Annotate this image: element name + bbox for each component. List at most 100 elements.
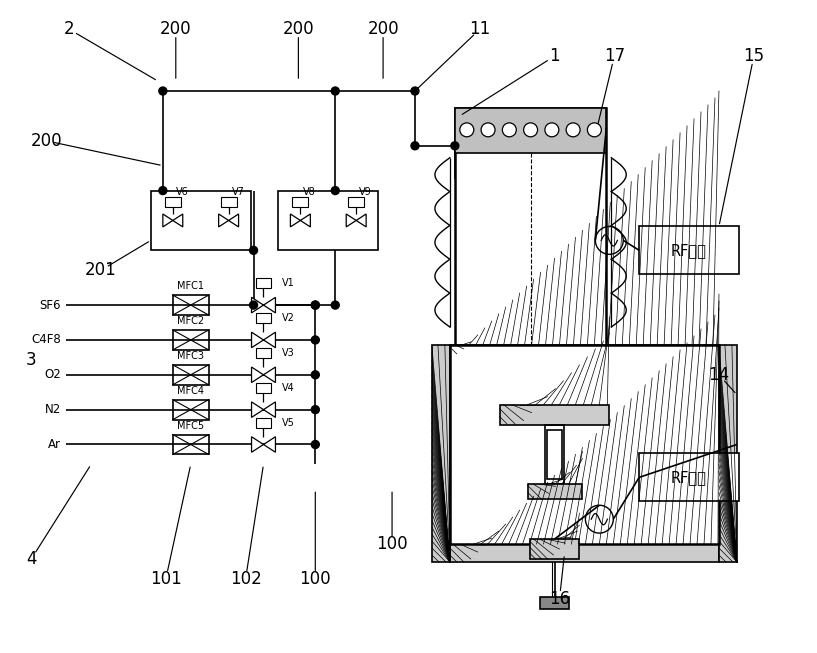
Polygon shape [173,214,183,227]
Bar [450,544,719,562]
Bar [173,400,208,420]
Bar [256,278,271,289]
Text: 101: 101 [150,570,181,588]
Text: 201: 201 [85,261,117,279]
Circle shape [311,301,319,309]
Bar [173,434,208,454]
Bar [432,345,450,562]
Bar [221,197,237,206]
Bar [256,313,271,323]
Circle shape [249,301,257,309]
Text: V9: V9 [359,187,372,197]
Text: 4: 4 [26,550,37,568]
Bar [450,345,719,354]
Text: MFC4: MFC4 [177,386,204,396]
Polygon shape [301,214,310,227]
Text: 14: 14 [708,366,730,384]
Text: 3: 3 [26,351,37,369]
Circle shape [545,123,559,137]
Text: 200: 200 [368,20,399,39]
Bar [165,197,181,206]
Polygon shape [356,214,366,227]
Text: Ar: Ar [48,438,61,451]
Text: RF电源: RF电源 [671,470,707,485]
Text: V6: V6 [176,187,189,197]
Circle shape [331,87,339,95]
Circle shape [331,187,339,195]
Polygon shape [252,402,264,417]
Text: 102: 102 [230,570,261,588]
Polygon shape [264,297,275,313]
Text: 1: 1 [549,47,560,65]
Polygon shape [264,437,275,453]
Bar [639,453,739,502]
Bar [528,485,583,500]
Text: SF6: SF6 [40,298,61,311]
Polygon shape [264,367,275,383]
Text: 11: 11 [469,20,490,39]
Text: N2: N2 [45,403,61,416]
Bar [173,330,208,350]
Text: V7: V7 [231,187,244,197]
Text: MFC1: MFC1 [177,281,204,291]
Polygon shape [252,332,264,347]
Text: V4: V4 [281,383,294,392]
Polygon shape [252,437,264,453]
Circle shape [311,406,319,413]
Text: V8: V8 [303,187,316,197]
Bar [455,108,606,347]
Text: 200: 200 [160,20,192,39]
Circle shape [411,87,419,95]
Polygon shape [219,214,229,227]
Text: 100: 100 [377,535,408,553]
Text: 200: 200 [283,20,315,39]
Text: 200: 200 [30,132,62,150]
Bar [500,405,609,424]
Polygon shape [252,367,264,383]
Text: 100: 100 [300,570,331,588]
Circle shape [311,441,319,449]
Circle shape [411,142,419,150]
Circle shape [502,123,516,137]
Bar [432,345,450,562]
Text: MFC5: MFC5 [177,421,204,430]
Circle shape [481,123,495,137]
Polygon shape [229,214,239,227]
Text: RF电源: RF电源 [671,243,707,258]
Bar [292,197,308,206]
Text: V5: V5 [281,417,294,428]
Text: V3: V3 [281,348,294,358]
Bar [529,539,579,559]
Circle shape [331,301,339,309]
Circle shape [158,187,167,195]
Polygon shape [264,402,275,417]
Circle shape [311,371,319,379]
Text: 2: 2 [64,20,74,39]
Circle shape [158,87,167,95]
Polygon shape [264,332,275,347]
Circle shape [460,123,474,137]
Bar [173,295,208,315]
Text: O2: O2 [44,368,61,381]
Circle shape [311,336,319,344]
Text: MFC3: MFC3 [177,351,204,361]
Circle shape [587,123,601,137]
Text: 15: 15 [743,47,765,65]
Bar [719,345,737,562]
Bar [450,345,719,354]
Bar [348,197,364,206]
Circle shape [524,123,538,137]
Bar [539,597,569,609]
Bar [547,430,562,479]
Bar [256,418,271,428]
Bar [500,405,609,424]
Polygon shape [290,214,301,227]
Polygon shape [163,214,173,227]
Bar [528,485,583,500]
Circle shape [566,123,580,137]
Bar [173,365,208,385]
Bar [529,539,579,559]
Text: V2: V2 [281,313,294,323]
Bar [279,191,378,250]
Circle shape [311,301,319,309]
